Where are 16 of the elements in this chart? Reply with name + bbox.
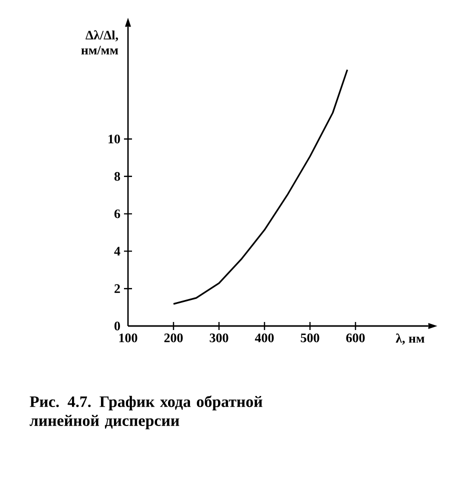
x-tick-label: 200	[164, 334, 183, 342]
y-tick-label: 10	[108, 134, 120, 144]
y-tick-label: 8	[114, 172, 120, 181]
y-tick-label: 2	[114, 284, 120, 293]
y-tick-label: 6	[114, 209, 120, 218]
x-tick-label: 100	[119, 334, 138, 342]
x-axis-title: λ, нм	[396, 334, 424, 345]
x-tick-label: 300	[210, 334, 228, 342]
x-tick-label: 400	[254, 334, 274, 342]
line-series	[172, 69, 348, 305]
x-tick-label: 600	[346, 334, 365, 342]
y-tick-label: 4	[114, 246, 120, 256]
text: Рис. 4.7. График хода обратной линейной дисперсии	[30, 396, 262, 430]
y-tick-label: 0	[114, 322, 120, 330]
y-axis-title: Δλ/Δl, нм/мм	[81, 30, 118, 55]
x-tick-label: 500	[300, 334, 320, 342]
